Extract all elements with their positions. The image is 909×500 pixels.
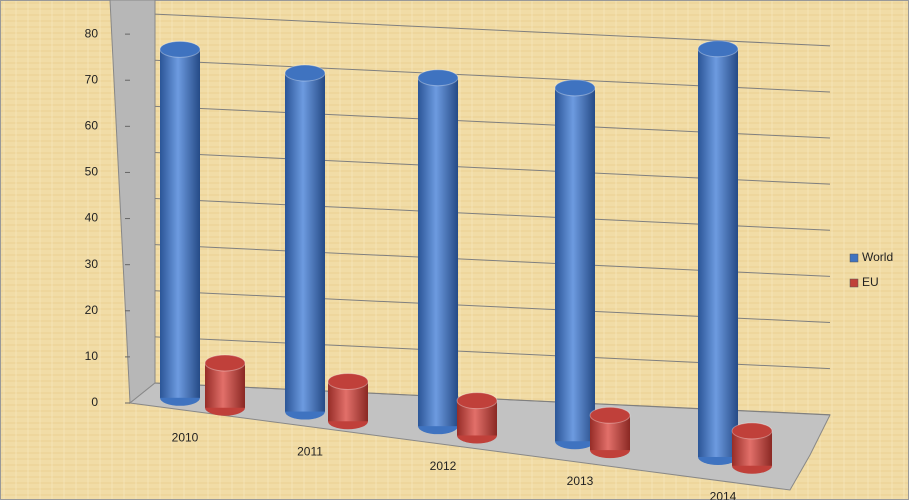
cylinder [417,69,459,435]
y-tick-label: 0 [91,395,98,409]
cylinder-top [554,79,596,97]
y-tick-label: 50 [85,165,99,179]
cylinder [284,64,326,420]
x-tick-label: 2011 [297,444,323,458]
cylinder [159,40,201,406]
cylinder-top [159,40,201,58]
legend-label: World [862,250,893,264]
y-tick-label: 20 [85,303,99,317]
cylinder [456,392,498,444]
cylinder-top [456,392,498,410]
cylinder [589,406,631,459]
y-tick-label: 10 [85,349,99,363]
x-tick-label: 2010 [172,431,199,445]
x-tick-label: 2012 [430,459,457,473]
cylinder-top [589,406,631,424]
cylinder-top [697,40,739,58]
legend-swatch [849,278,859,288]
cylinder [731,422,773,474]
x-tick-label: 2013 [567,474,594,488]
bar [160,49,200,398]
y-tick-label: 70 [85,72,99,86]
grid-line [154,13,831,47]
bar [285,73,325,412]
bar [698,48,738,457]
cylinder [204,354,246,416]
bar [555,87,595,442]
y-tick-label: 30 [85,257,99,271]
cylinder [697,40,739,465]
cylinder-top [327,372,369,390]
y-tick-label: 80 [85,26,99,40]
cylinder-top [417,69,459,87]
cylinder [327,372,369,430]
legend-label: EU [862,275,879,289]
y-tick-label: 40 [85,211,99,225]
x-tick-label: 2014 [710,490,737,500]
cylinder-top [204,354,246,372]
cylinder [554,79,596,450]
legend-swatch [849,253,859,263]
bar [418,77,458,427]
cylinder-top [731,422,773,440]
y-tick-label: 60 [85,119,99,133]
cylinder-top [284,64,326,82]
